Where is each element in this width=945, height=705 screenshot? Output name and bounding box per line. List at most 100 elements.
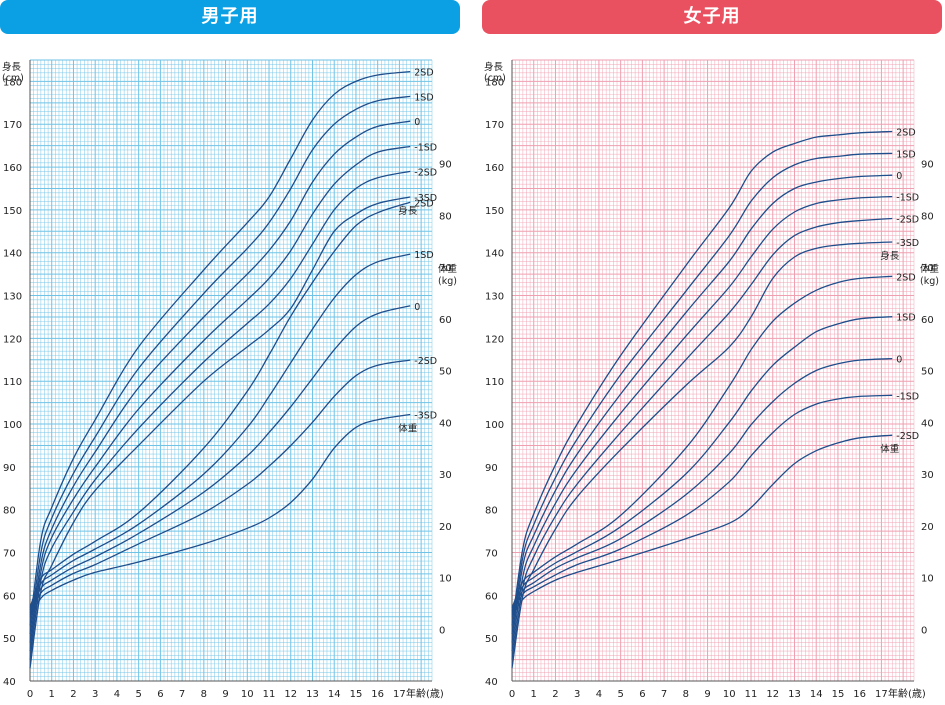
- boys-weight-tick-label: 70: [439, 263, 452, 274]
- girls-x-tick-label: 14: [810, 689, 823, 700]
- girls-height-tick-label: 160: [485, 163, 504, 174]
- boys-growth-chart: 405060708090100110120130140150160170180身…: [2, 59, 458, 700]
- girls-height-tick-label: 90: [485, 463, 498, 474]
- boys-height-tick-label: 130: [3, 292, 22, 303]
- boys-weight-series-caption: 体重: [398, 422, 418, 434]
- girls-height-axis-unit: (cm): [484, 73, 506, 84]
- girls-weight-tick-label: 30: [921, 470, 934, 481]
- girls-weight-tick-label: 50: [921, 367, 934, 378]
- boys-height-axis-unit: (cm): [2, 73, 24, 84]
- boys-x-tick-label: 2: [70, 689, 76, 700]
- boys-height-curve: [29, 120, 411, 643]
- girls-x-tick-label: 15: [832, 689, 845, 700]
- girls-weight-tick-label: 60: [921, 315, 934, 326]
- girls-x-tick-label: 0: [509, 689, 515, 700]
- boys-height-curve: [29, 196, 411, 669]
- girls-height-curve: [511, 174, 893, 643]
- girls-height-curve: [511, 195, 893, 652]
- girls-x-tick-label: 2: [552, 689, 558, 700]
- boys-grid: [29, 59, 433, 682]
- girls-height-tick-label: 70: [485, 549, 498, 560]
- boys-height-series-label: -3SD: [414, 193, 437, 204]
- boys-x-tick-label: 0: [27, 689, 33, 700]
- boys-weight-curve: [29, 413, 411, 618]
- girls-weight-series-label: 1SD: [896, 313, 915, 324]
- girls-height-tick-label: 180: [485, 77, 504, 88]
- boys-chart-title: 男子用: [0, 0, 460, 34]
- girls-x-axis-label: 年齢(歳): [888, 687, 926, 700]
- boys-x-tick-label: 12: [284, 689, 297, 700]
- boys-height-tick-label: 50: [3, 634, 16, 645]
- girls-x-tick-label: 9: [704, 689, 710, 700]
- boys-height-tick-label: 110: [3, 377, 22, 388]
- girls-weight-tick-label: 10: [921, 574, 934, 585]
- boys-weight-series-label: 0: [414, 302, 420, 313]
- boys-weight-axis-label: 体重: [438, 263, 458, 275]
- boys-x-tick-label: 5: [135, 689, 141, 700]
- girls-height-tick-label: 150: [485, 206, 504, 217]
- girls-weight-curve: [511, 357, 893, 613]
- boys-height-series-caption: 身長: [398, 205, 418, 217]
- girls-chart-panel: 女子用 40 50 60 70 80 90 100 110 120 130 140 150 160 170…: [482, 0, 942, 705]
- boys-x-tick-label: 9: [222, 689, 228, 700]
- boys-weight-axis-unit: (kg): [438, 276, 457, 287]
- girls-weight-tick-label: 20: [921, 522, 934, 533]
- boys-x-tick-label: 15: [350, 689, 363, 700]
- boys-height-curve: [29, 95, 411, 634]
- girls-height-axis-label: 身長: [484, 61, 504, 73]
- boys-x-tick-label: 14: [328, 689, 341, 700]
- boys-weight-series-label: 1SD: [414, 250, 433, 261]
- boys-x-tick-label: 8: [201, 689, 207, 700]
- girls-weight-tick-label: 40: [921, 418, 934, 429]
- girls-weight-series-label: 0: [896, 355, 902, 366]
- boys-weight-curve: [29, 359, 411, 616]
- girls-height-series-label: -3SD: [896, 238, 919, 249]
- boys-height-series-label: 0: [414, 117, 420, 128]
- girls-height-series-label: -1SD: [896, 193, 919, 204]
- girls-grid: [511, 59, 915, 682]
- girls-height-tick-label: 170: [485, 120, 504, 131]
- girls-x-tick-label: 8: [683, 689, 689, 700]
- boys-weight-tick-label: 30: [439, 470, 452, 481]
- boys-height-tick-label: 40: [3, 677, 16, 688]
- girls-weight-series-label: -1SD: [896, 391, 919, 402]
- boys-height-curve: [29, 70, 411, 626]
- girls-x-tick-label: 1: [531, 689, 537, 700]
- girls-height-series-label: -2SD: [896, 214, 919, 225]
- girls-height-curve: [511, 217, 893, 660]
- boys-chart-panel: 男子用 40 50 60 70 80 90 100 110 120 130 140 150 160 170…: [0, 0, 460, 705]
- boys-height-tick-label: 140: [3, 249, 22, 260]
- boys-height-curve: [29, 145, 411, 652]
- boys-x-axis-label: 年齢(歳): [406, 687, 444, 700]
- boys-weight-series-label: -2SD: [414, 356, 437, 367]
- girls-x-tick-label: 16: [853, 689, 866, 700]
- boys-weight-series-label: -3SD: [414, 410, 437, 421]
- boys-weight-tick-label: 40: [439, 418, 452, 429]
- boys-height-tick-label: 70: [3, 549, 16, 560]
- boys-weight-tick-label: 10: [439, 574, 452, 585]
- boys-height-series-label: 1SD: [414, 92, 433, 103]
- girls-x-tick-label: 12: [766, 689, 779, 700]
- girls-weight-axis-unit: (kg): [920, 276, 939, 287]
- boys-height-tick-label: 120: [3, 334, 22, 345]
- boys-weight-tick-label: 50: [439, 367, 452, 378]
- boys-height-tick-label: 180: [3, 77, 22, 88]
- boys-height-tick-label: 160: [3, 163, 22, 174]
- boys-weight-tick-label: 80: [439, 211, 452, 222]
- girls-height-series-label: 2SD: [896, 128, 915, 139]
- girls-height-tick-label: 40: [485, 677, 498, 688]
- girls-x-tick-label: 7: [661, 689, 667, 700]
- boys-x-tick-label: 6: [157, 689, 163, 700]
- boys-x-tick-label: 3: [92, 689, 98, 700]
- boys-x-tick-label: 17: [393, 689, 406, 700]
- girls-weight-axis-label: 体重: [920, 263, 940, 275]
- boys-x-tick-label: 1: [49, 689, 55, 700]
- girls-x-tick-label: 6: [639, 689, 645, 700]
- boys-height-series-label: 2SD: [414, 68, 433, 79]
- boys-height-curve: [29, 170, 411, 660]
- girls-chart-title: 女子用: [482, 0, 942, 34]
- girls-height-tick-label: 140: [485, 249, 504, 260]
- boys-x-tick-label: 10: [241, 689, 254, 700]
- boys-x-tick-label: 13: [306, 689, 319, 700]
- girls-weight-series-caption: 体重: [880, 443, 900, 455]
